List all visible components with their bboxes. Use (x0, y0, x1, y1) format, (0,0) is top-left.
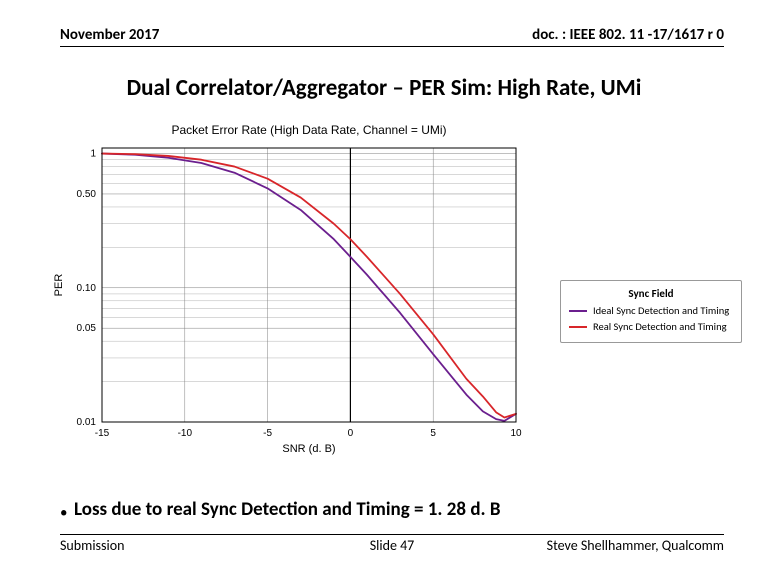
legend-swatch (569, 310, 587, 312)
slide-header: November 2017 doc. : IEEE 802. 11 -17/16… (60, 26, 724, 47)
svg-text:1: 1 (90, 149, 96, 160)
legend-item: Ideal Sync Detection and Timing (569, 304, 733, 317)
svg-text:0.50: 0.50 (77, 189, 97, 200)
legend-item: Real Sync Detection and Timing (569, 320, 733, 333)
legend-title: Sync Field (569, 287, 733, 300)
svg-text:-10: -10 (178, 428, 193, 439)
svg-text:10: 10 (510, 428, 522, 439)
footer-right: Steve Shellhammer, Qualcomm (547, 537, 724, 554)
slide-title: Dual Correlator/Aggregator – PER Sim: Hi… (0, 74, 768, 102)
bullet-text: Loss due to real Sync Detection and Timi… (74, 498, 501, 521)
slide-footer: Submission Slide 47 Steve Shellhammer, Q… (60, 534, 724, 554)
svg-text:SNR (d. B): SNR (d. B) (282, 443, 335, 455)
legend-label: Real Sync Detection and Timing (593, 320, 727, 333)
bullet-marker: • (60, 504, 67, 522)
svg-text:Packet Error Rate (High Data R: Packet Error Rate (High Data Rate, Chann… (171, 123, 446, 137)
legend: Sync Field Ideal Sync Detection and Timi… (560, 280, 742, 343)
svg-text:0: 0 (348, 428, 354, 439)
svg-text:5: 5 (430, 428, 436, 439)
svg-text:-5: -5 (263, 428, 272, 439)
header-date: November 2017 (60, 26, 159, 44)
footer-center: Slide 47 (370, 537, 415, 554)
header-doc-id: doc. : IEEE 802. 11 -17/1617 r 0 (532, 26, 724, 44)
svg-text:PER: PER (53, 274, 65, 297)
per-chart: Packet Error Rate (High Data Rate, Chann… (48, 120, 528, 460)
legend-swatch (569, 326, 587, 328)
footer-left: Submission (60, 537, 124, 554)
svg-text:0.05: 0.05 (77, 323, 97, 334)
svg-text:0.01: 0.01 (77, 417, 97, 428)
legend-label: Ideal Sync Detection and Timing (593, 304, 729, 317)
svg-text:0.10: 0.10 (77, 283, 97, 294)
chart-svg: Packet Error Rate (High Data Rate, Chann… (48, 120, 528, 460)
svg-text:-15: -15 (95, 428, 110, 439)
